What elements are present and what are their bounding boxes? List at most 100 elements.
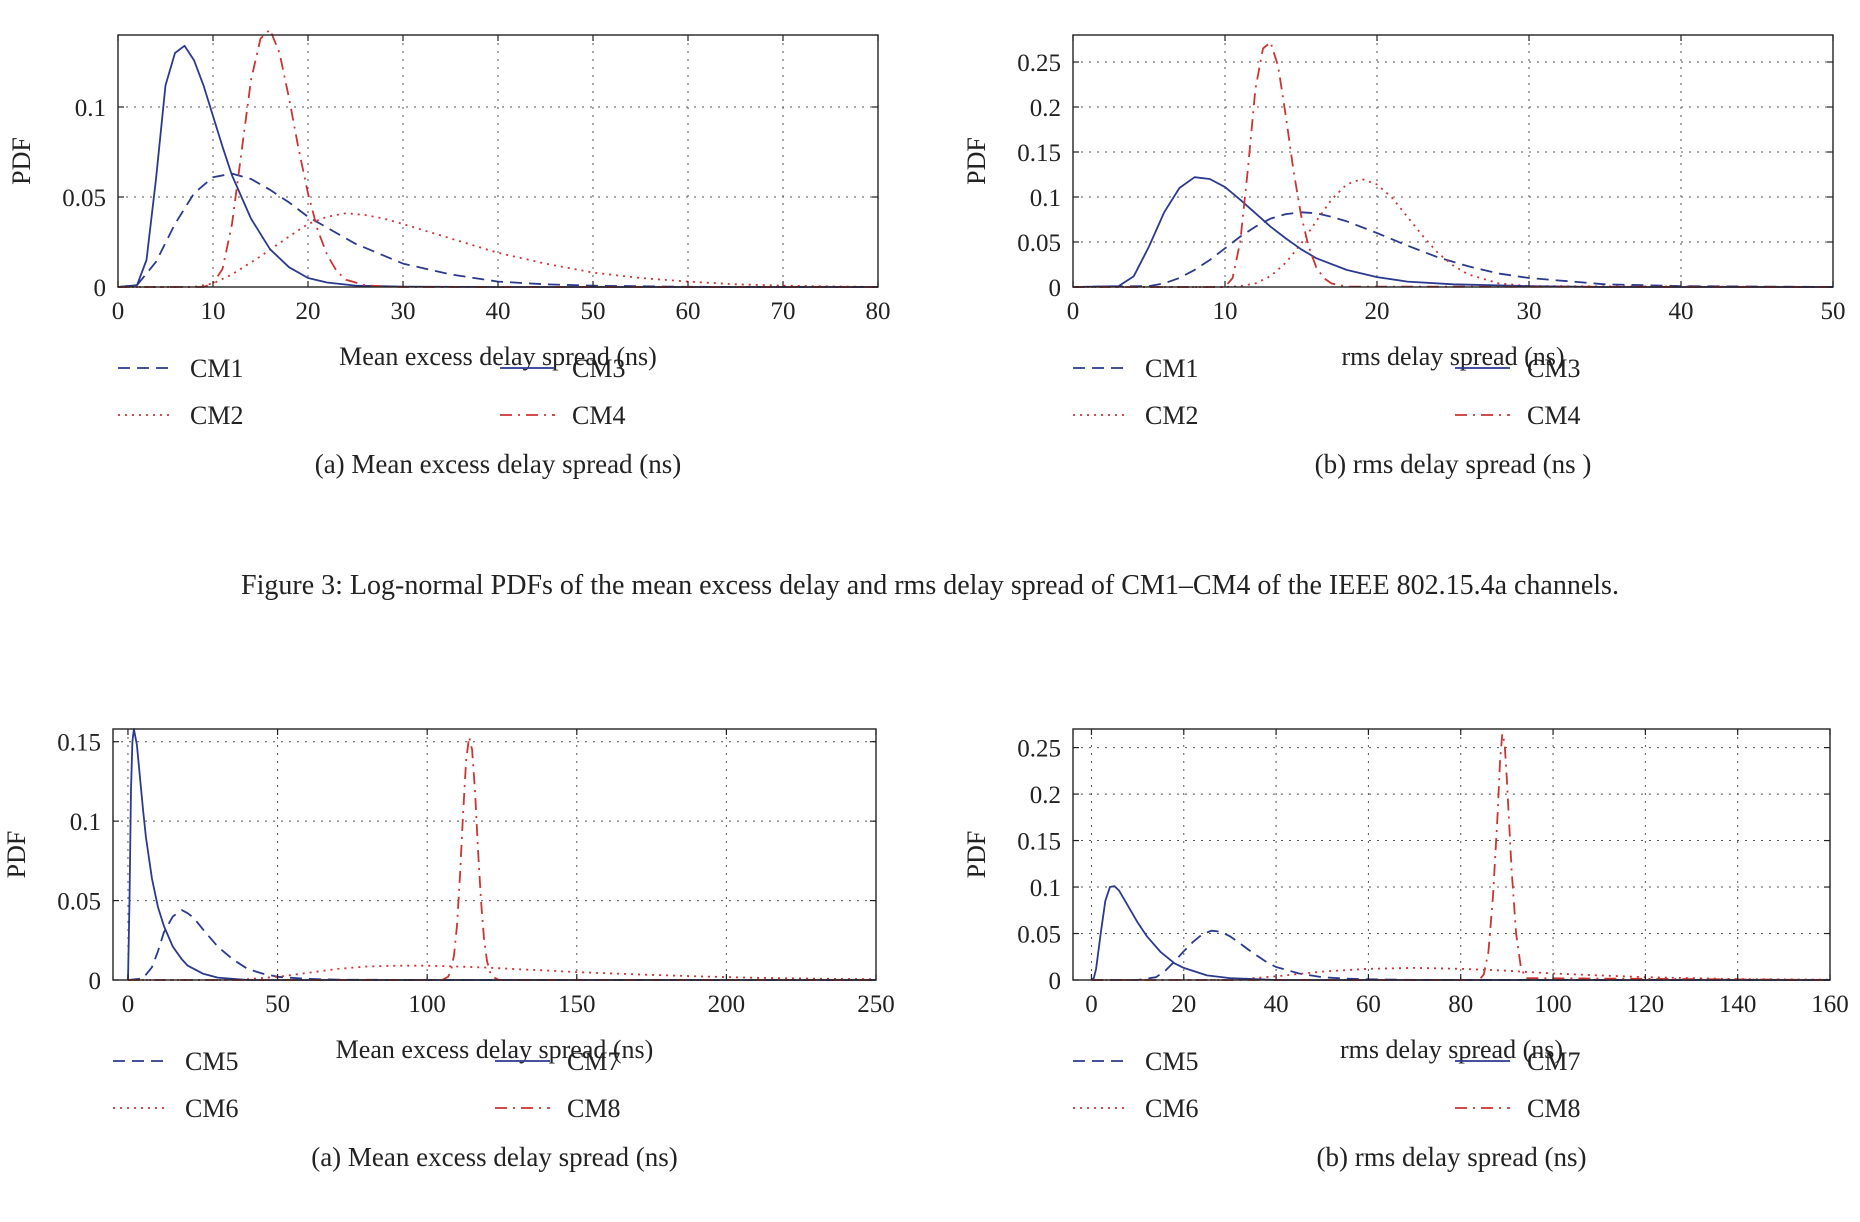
- y-tick-label: 0.25: [1017, 50, 1061, 77]
- legend: CM1 CM2 CM3 CM4: [118, 354, 625, 430]
- legend-label-cm7: CM7: [1527, 1047, 1580, 1076]
- legend-label-cm8: CM8: [1527, 1094, 1580, 1123]
- y-tick-label: 0: [1049, 968, 1062, 995]
- x-tick-label: 10: [201, 298, 226, 325]
- series-line-cm2: [118, 212, 879, 288]
- x-tick-label: 50: [581, 298, 606, 325]
- y-tick-label: 0.2: [1030, 782, 1061, 809]
- y-axis-label: PDF: [7, 137, 36, 185]
- x-tick-label: 160: [1811, 991, 1849, 1018]
- x-tick-label: 40: [486, 298, 511, 325]
- x-tick-label: 80: [866, 298, 891, 325]
- y-tick-label: 0.1: [1030, 875, 1061, 902]
- y-tick-label: 0: [1049, 275, 1062, 302]
- x-tick-label: 60: [1356, 991, 1381, 1018]
- y-tick-label: 0.1: [1030, 185, 1061, 212]
- x-axis-label: rms delay spread (ns): [1340, 1035, 1563, 1064]
- legend-label-cm2: CM2: [1145, 401, 1198, 430]
- chart-fig3b: 0 10 20 30 40 50 0 0.05 0.1 0.15 0.2 0.25 rms delay …: [962, 34, 1846, 479]
- y-tick-label: 0.25: [1017, 736, 1061, 763]
- legend-label-cm6: CM6: [185, 1094, 238, 1123]
- x-tick-label: 100: [408, 991, 446, 1018]
- y-axis-label: PDF: [962, 137, 991, 185]
- series-line-cm1: [117, 172, 878, 288]
- y-tick-label: 0: [89, 968, 102, 995]
- subfigure-caption: (a) Mean excess delay spread (ns): [311, 1142, 678, 1172]
- series-line-cm2: [1073, 178, 1834, 288]
- x-tick-label: 30: [1517, 298, 1542, 325]
- y-tick-label: 0.1: [75, 95, 106, 122]
- legend-label-cm5: CM5: [1145, 1047, 1198, 1076]
- x-tick-label: 40: [1264, 991, 1289, 1018]
- series-line-cm3: [1072, 176, 1833, 288]
- x-tick-label: 50: [265, 991, 290, 1018]
- legend: CM5 CM6 CM7 CM8: [113, 1047, 620, 1123]
- plot-frame: [117, 34, 879, 288]
- subfigure-caption: (b) rms delay spread (ns ): [1315, 449, 1592, 479]
- x-tick-label: 20: [1365, 298, 1390, 325]
- x-tick-label: 20: [1171, 991, 1196, 1018]
- series-line-cm1: [1072, 211, 1834, 288]
- legend-label-cm3: CM3: [1527, 354, 1580, 383]
- series-line-cm5: [1091, 929, 1831, 981]
- legend-label-cm2: CM2: [190, 401, 243, 430]
- subfigure-caption: (b) rms delay spread (ns): [1317, 1142, 1587, 1172]
- chart-panels: 0 10 20 30 40 50 60 70 80 0 0.05 0.1 Mean excess del…: [2, 28, 1849, 1172]
- series-line-cm4: [1073, 41, 1834, 288]
- y-tick-label: 0.15: [1017, 140, 1061, 167]
- x-tick-label: 0: [112, 298, 125, 325]
- x-tick-label: 250: [857, 991, 895, 1018]
- y-tick-label: 0.05: [1017, 230, 1061, 257]
- legend-label-cm4: CM4: [1527, 401, 1580, 430]
- x-tick-label: 0: [1085, 991, 1098, 1018]
- x-tick-label: 50: [1821, 298, 1846, 325]
- x-tick-label: 80: [1448, 991, 1473, 1018]
- x-tick-label: 120: [1627, 991, 1665, 1018]
- y-axis-label: PDF: [962, 831, 991, 879]
- x-tick-label: 70: [771, 298, 796, 325]
- series-line-cm6: [1091, 967, 1831, 981]
- legend-label-cm7: CM7: [567, 1047, 620, 1076]
- plot-frame: [1072, 728, 1831, 981]
- figure-3-caption: Figure 3: Log-normal PDFs of the mean ex…: [241, 570, 1619, 601]
- x-tick-label: 20: [296, 298, 321, 325]
- x-tick-label: 0: [1067, 298, 1080, 325]
- series-line-cm7: [127, 728, 876, 981]
- y-tick-label: 0.05: [1017, 922, 1061, 949]
- legend-label-cm4: CM4: [572, 401, 625, 430]
- x-tick-label: 0: [122, 991, 135, 1018]
- legend-label-cm1: CM1: [190, 354, 243, 383]
- x-tick-label: 10: [1213, 298, 1238, 325]
- y-tick-label: 0.05: [62, 185, 106, 212]
- series-line-cm5: [127, 909, 876, 981]
- legend: CM1 CM2 CM3 CM4: [1073, 354, 1580, 430]
- chart-fig3a: 0 10 20 30 40 50 60 70 80 0 0.05 0.1 Mean excess del…: [7, 28, 891, 479]
- x-axis-label: rms delay spread (ns): [1341, 342, 1564, 371]
- series-line-cm6: [128, 964, 877, 981]
- y-tick-label: 0.1: [70, 809, 101, 836]
- x-axis-label: Mean excess delay spread (ns): [336, 1035, 654, 1064]
- x-tick-label: 140: [1719, 991, 1757, 1018]
- subfigure-caption: (a) Mean excess delay spread (ns): [315, 449, 682, 479]
- x-tick-label: 40: [1669, 298, 1694, 325]
- legend-label-cm3: CM3: [572, 354, 625, 383]
- series-line-cm3: [117, 44, 878, 288]
- y-tick-label: 0: [94, 275, 107, 302]
- legend-label-cm1: CM1: [1145, 354, 1198, 383]
- x-axis-label: Mean excess delay spread (ns): [339, 342, 657, 371]
- y-axis-label: PDF: [2, 831, 31, 879]
- series-line-cm8: [1091, 732, 1831, 981]
- legend-label-cm6: CM6: [1145, 1094, 1198, 1123]
- plot-frame: [1072, 34, 1834, 288]
- y-tick-label: 0.05: [57, 889, 101, 916]
- x-tick-label: 30: [391, 298, 416, 325]
- x-tick-label: 100: [1534, 991, 1572, 1018]
- x-tick-label: 200: [708, 991, 746, 1018]
- x-tick-label: 60: [676, 298, 701, 325]
- y-tick-label: 0.15: [1017, 829, 1061, 856]
- series-line-cm8: [128, 736, 876, 981]
- legend: CM5 CM6 CM7 CM8: [1073, 1047, 1580, 1123]
- x-tick-label: 150: [558, 991, 596, 1018]
- y-tick-label: 0.2: [1030, 95, 1061, 122]
